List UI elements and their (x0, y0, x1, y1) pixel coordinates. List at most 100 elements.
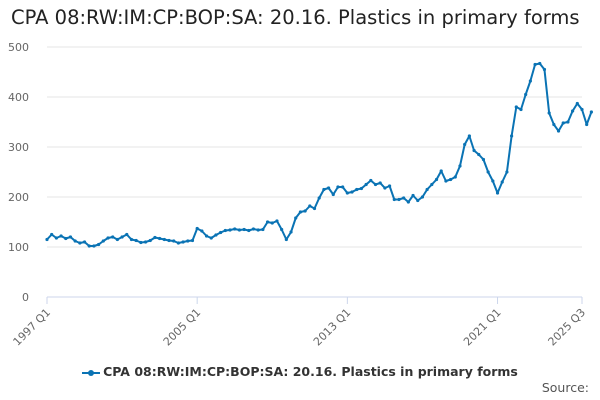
y-tick-label: 400 (8, 91, 29, 104)
data-point (406, 200, 410, 204)
data-point (134, 238, 138, 243)
data-point (167, 238, 171, 243)
legend[interactable]: CPA 08:RW:IM:CP:BOP:SA: 20.16. Plastics … (0, 364, 600, 379)
data-point (467, 134, 471, 138)
data-point (247, 228, 251, 233)
data-point (402, 196, 406, 200)
data-point (190, 238, 195, 243)
data-point (552, 122, 556, 127)
data-point (387, 184, 392, 188)
data-point (533, 62, 537, 67)
data-point (125, 232, 129, 237)
data-point (68, 235, 73, 239)
data-point (580, 107, 584, 112)
x-axis: 1997 Q1 2005 Q1 2013 Q1 2021 Q1 2025 Q3 (11, 296, 589, 349)
data-point (115, 237, 119, 242)
data-point (355, 187, 359, 192)
data-point (78, 241, 82, 245)
data-point (486, 170, 490, 174)
data-point (416, 198, 420, 203)
data-point (256, 228, 260, 232)
data-point (326, 186, 331, 190)
data-point (54, 236, 58, 240)
data-point (294, 216, 298, 220)
data-point (472, 148, 476, 153)
data-point (270, 221, 274, 225)
data-point (585, 122, 589, 127)
data-point (233, 227, 237, 231)
data-point (566, 120, 570, 124)
data-point (425, 187, 429, 192)
data-point (505, 170, 509, 174)
legend-label: CPA 08:RW:IM:CP:BOP:SA: 20.16. Plastics … (103, 364, 518, 379)
data-point (495, 191, 500, 195)
data-point (176, 241, 180, 245)
data-point (514, 105, 518, 109)
data-point (139, 240, 143, 245)
data-point (158, 236, 162, 241)
data-point (172, 239, 176, 243)
data-point (383, 186, 387, 190)
data-point (214, 233, 218, 237)
data-point (336, 185, 340, 189)
data-point (519, 107, 523, 112)
data-point (73, 239, 77, 243)
data-point (148, 238, 152, 243)
y-tick-label: 0 (22, 291, 29, 304)
data-point (209, 236, 213, 240)
data-point (420, 195, 425, 199)
data-point (64, 236, 68, 241)
data-point (204, 234, 209, 238)
data-point (392, 197, 396, 202)
y-tick-label: 300 (8, 141, 29, 154)
data-point (92, 244, 96, 248)
data-point (538, 61, 542, 66)
data-point (101, 239, 105, 243)
data-point (280, 227, 284, 232)
data-point (317, 196, 321, 200)
data-point (364, 182, 368, 187)
data-point (87, 244, 91, 248)
data-point (345, 191, 349, 195)
data-point (491, 179, 495, 183)
data-point (434, 177, 439, 182)
data-point (378, 181, 382, 185)
data-point (373, 182, 378, 187)
data-point (275, 219, 279, 223)
y-tick-label: 200 (8, 191, 29, 204)
data-point (463, 142, 467, 147)
data-point (481, 157, 486, 162)
data-point (397, 197, 401, 202)
data-point (369, 178, 373, 183)
data-point (111, 235, 115, 239)
data-point (359, 186, 364, 191)
x-tick-label: 2021 Q1 (461, 306, 504, 349)
x-tick-label: 2013 Q1 (311, 306, 354, 349)
data-point (561, 121, 565, 125)
series-group (45, 61, 593, 248)
legend-marker (82, 368, 101, 378)
data-point (331, 192, 335, 197)
data-point (82, 240, 87, 244)
data-point (350, 190, 354, 194)
data-point (129, 237, 134, 242)
source-label: Source: (541, 380, 589, 395)
data-point (458, 164, 462, 168)
x-tick-label: 1997 Q1 (11, 306, 54, 349)
data-point (265, 220, 270, 224)
data-point (200, 229, 204, 233)
data-point (289, 230, 293, 234)
data-point (500, 180, 504, 184)
data-point (453, 175, 457, 179)
data-point (547, 111, 551, 115)
data-point (444, 179, 448, 183)
data-point (589, 110, 593, 114)
data-point (284, 237, 288, 242)
data-point (312, 206, 317, 211)
series-line (46, 62, 593, 247)
data-point (477, 152, 481, 157)
data-point (510, 134, 514, 138)
data-point (261, 227, 265, 232)
x-tick-label: 2025 Q3 (546, 306, 589, 349)
line-chart: 0 100 200 300 400 500 1997 Q1 2005 Q1 2013 Q1 20… (8, 41, 593, 349)
